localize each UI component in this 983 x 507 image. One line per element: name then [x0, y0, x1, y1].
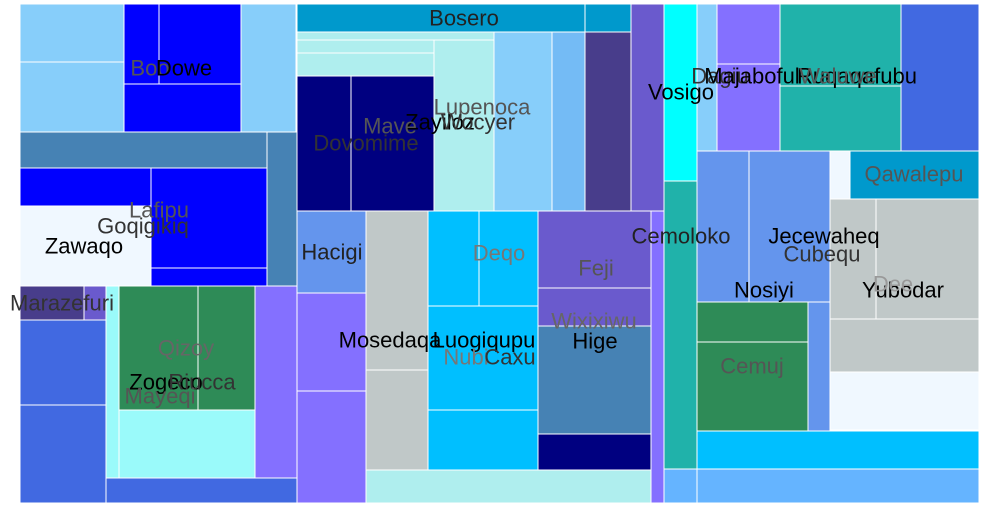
treemap-label-hige: Hige [572, 329, 617, 354]
treemap-label-dowe: Dowe [156, 56, 212, 81]
treemap-tile [650, 210, 665, 504]
treemap-tile [779, 85, 902, 152]
treemap-tile [296, 390, 367, 504]
treemap-tile [296, 52, 435, 77]
treemap-tile [900, 3, 980, 152]
treemap-label-dee: Dee [873, 272, 913, 297]
treemap-tile [118, 285, 199, 411]
treemap-label-zawaqo: Zawaqo [45, 234, 123, 259]
treemap-tile [696, 468, 980, 504]
treemap-tile [150, 167, 268, 269]
treemap-label-zogeco: Zogeco [129, 370, 202, 395]
treemap-tile [551, 31, 586, 212]
treemap-tile [807, 301, 831, 432]
treemap-label-cemoloko: Cemoloko [631, 224, 730, 249]
treemap-tile [296, 39, 435, 54]
treemap-label-majaboful: Majaboful [704, 64, 799, 89]
treemap-label-ruqaqafubu: Ruqaqafubu [797, 64, 917, 89]
treemap-label-jecewaheq: Jecewaheq [768, 224, 879, 249]
treemap-label-marazefuri: Marazefuri [10, 291, 114, 316]
treemap-tile [240, 3, 297, 133]
treemap-label-boo: Boo [130, 56, 169, 81]
treemap-tile [493, 31, 553, 212]
treemap-tile [779, 3, 902, 87]
treemap-tiles [19, 3, 980, 504]
treemap-tile [829, 150, 851, 200]
treemap-tile [875, 198, 980, 320]
treemap-label-bosero: Bosero [429, 6, 499, 31]
treemap-tile [696, 430, 980, 470]
treemap-tile [254, 285, 298, 479]
treemap-tile [427, 305, 539, 411]
treemap-tile [427, 409, 539, 471]
treemap-label-waluwe: Waluwe [799, 64, 876, 89]
treemap-tile [19, 131, 268, 169]
treemap-label-nubi: Nubi [443, 345, 488, 370]
treemap-tile [537, 433, 652, 471]
treemap-label-luogiqupu: Luogiqupu [433, 328, 536, 353]
treemap-label-wixixiwu: Wixixiwu [551, 309, 637, 334]
treemap-tile [19, 61, 125, 133]
treemap-tile [197, 285, 256, 411]
treemap-tile [150, 267, 268, 287]
treemap-label-goqigikiq: Goqigikiq [97, 214, 189, 239]
treemap-tile [716, 3, 781, 65]
treemap-label-mayeqi: Mayeqi [125, 384, 196, 409]
treemap-label-dagiu: Dagiu [691, 64, 748, 89]
treemap-label-mosedaqa: Mosedaqa [339, 328, 443, 353]
treemap-label-yubodar: Yubodar [862, 278, 944, 303]
treemap-tile [105, 477, 298, 504]
treemap-tile [829, 371, 980, 431]
treemap-tile [266, 131, 298, 287]
treemap-tile [716, 63, 781, 152]
treemap-tile [433, 39, 495, 212]
treemap-tile [123, 83, 242, 133]
treemap-tile [829, 318, 980, 373]
treemap-tile [663, 468, 698, 504]
treemap-tile [696, 150, 750, 303]
treemap-label-lupenoca: Lupenoca [434, 95, 531, 120]
treemap-tile [696, 341, 809, 432]
treemap-label-riucca: Riucca [168, 370, 236, 395]
treemap-tile [584, 31, 632, 212]
treemap-tile [365, 369, 429, 471]
treemap-tile [350, 75, 435, 212]
treemap-tile [584, 3, 632, 33]
treemap-tile [365, 469, 652, 504]
treemap-label-vosigo: Vosigo [648, 80, 714, 105]
treemap-tile [630, 3, 665, 212]
treemap-tile [123, 3, 160, 85]
treemap-tile [19, 285, 85, 321]
treemap-label-mave: Mave [363, 114, 417, 139]
treemap-label-cemuj: Cemuj [720, 354, 784, 379]
treemap-label-nosiyi: Nosiyi [734, 278, 794, 303]
treemap-tile [696, 301, 809, 343]
treemap-label-qawalepu: Qawalepu [864, 162, 963, 187]
treemap-label-lafipu: Lafipu [129, 198, 189, 223]
treemap-label-wocyer: Wocyer [441, 110, 515, 135]
treemap-tile [663, 180, 698, 470]
treemap-tile [19, 319, 107, 406]
treemap-tile [829, 198, 877, 320]
treemap-label-caxu: Caxu [484, 345, 535, 370]
treemap-label-qizoy: Qizoy [158, 336, 214, 361]
treemap-tile [427, 210, 480, 307]
treemap-tile [849, 150, 980, 200]
treemap-tile [19, 3, 125, 63]
treemap-tile [158, 3, 242, 85]
treemap-tile [365, 210, 429, 371]
treemap-label-hacigi: Hacigi [301, 240, 362, 265]
treemap-label-dovomime: Dovomime [313, 131, 418, 156]
treemap-label-deqo: Deqo [473, 241, 526, 266]
treemap-label-zayiloz: Zayiloz [405, 110, 475, 135]
treemap-tile [19, 404, 107, 504]
treemap-tile [537, 210, 652, 289]
treemap-label-cubequ: Cubequ [783, 242, 860, 267]
treemap-label-feji: Feji [578, 256, 613, 281]
treemap-tile [296, 292, 367, 392]
treemap-tile [118, 409, 256, 479]
